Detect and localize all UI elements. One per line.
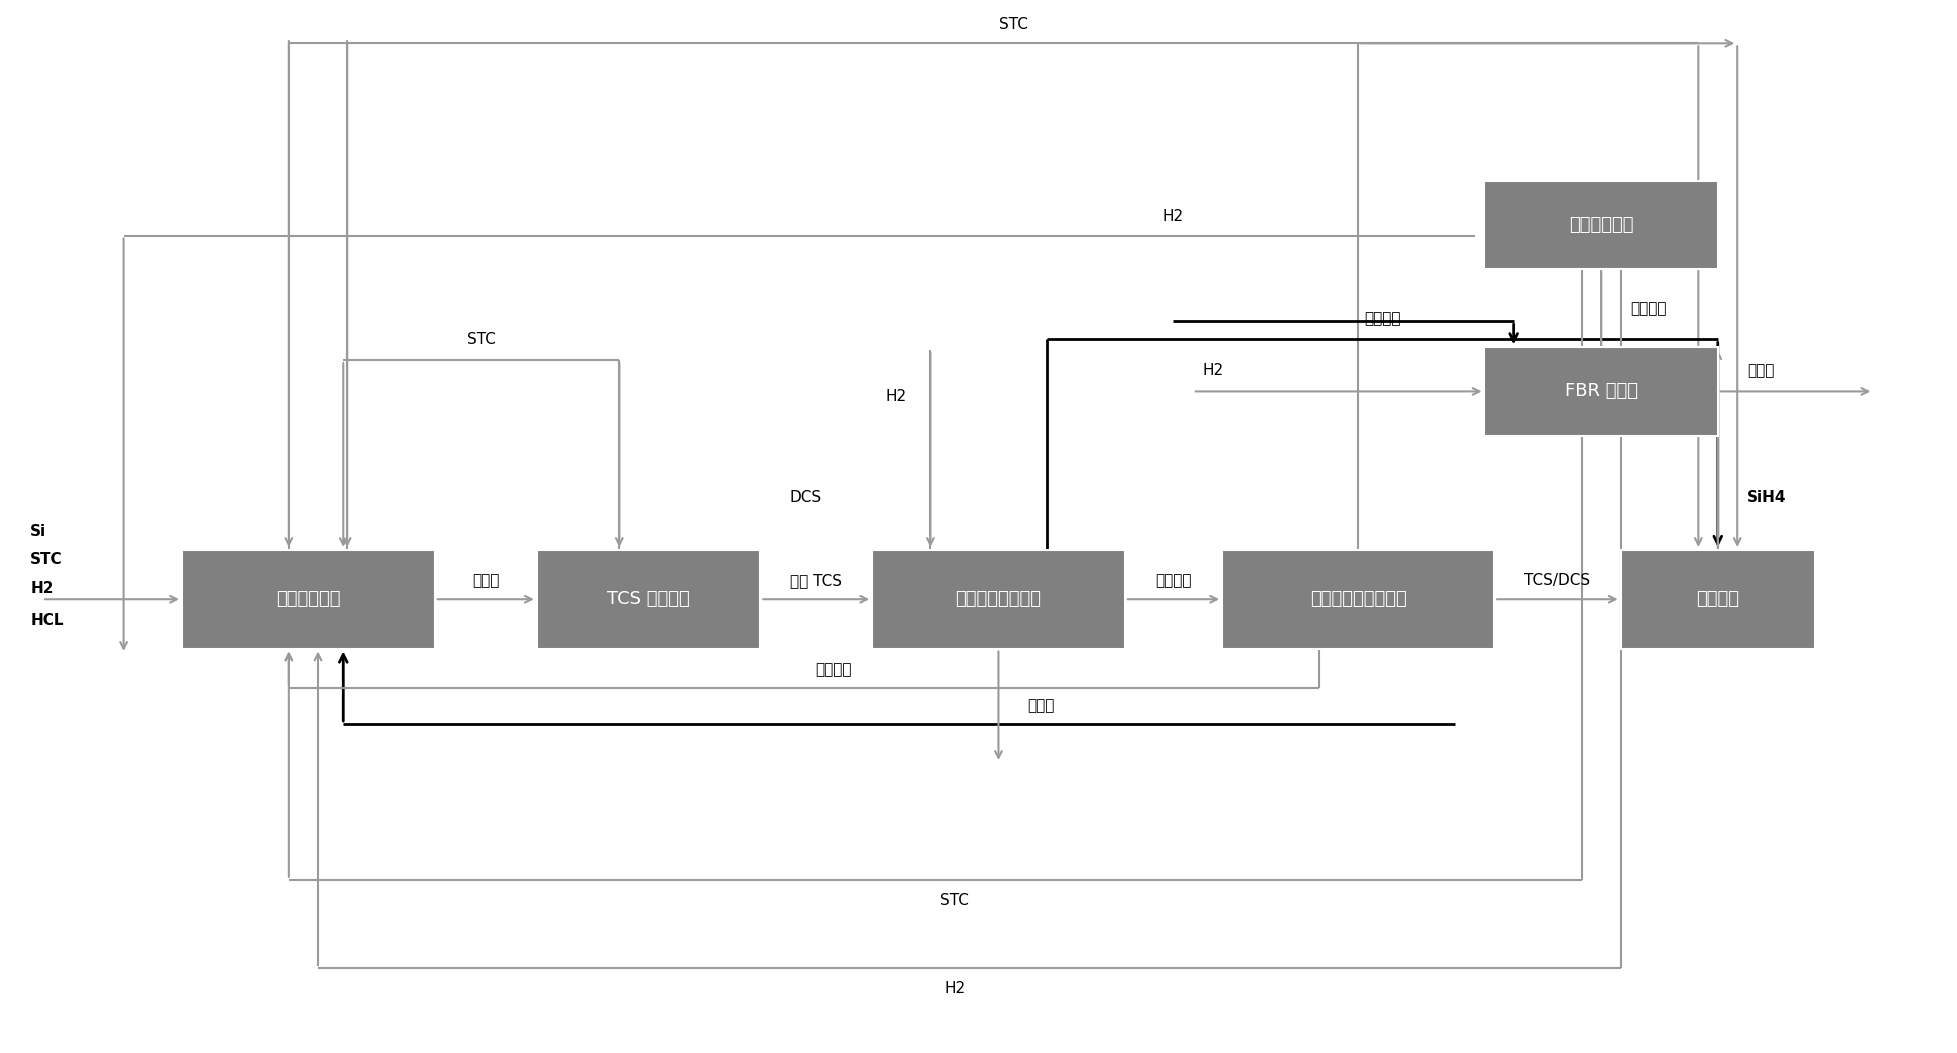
Text: SiH4: SiH4 [1746,491,1785,505]
Text: 歧化装置: 歧化装置 [1695,591,1738,609]
Text: H2: H2 [943,981,965,996]
FancyBboxPatch shape [1620,550,1814,649]
Text: FBR 反应器: FBR 反应器 [1564,382,1636,400]
Text: 颗粒硅: 颗粒硅 [1746,363,1773,378]
Text: STC: STC [998,17,1027,32]
FancyBboxPatch shape [536,550,759,649]
FancyBboxPatch shape [1221,550,1493,649]
Text: H2: H2 [1161,210,1182,224]
Text: STC: STC [466,332,495,346]
Text: STC: STC [29,552,63,568]
Text: 副产蒸汽: 副产蒸汽 [814,662,851,677]
Text: Si: Si [29,524,47,539]
Text: 氯硅烷: 氯硅烷 [472,573,499,588]
Text: 出口尾气: 出口尾气 [1630,301,1665,316]
Text: HCL: HCL [29,613,65,628]
Text: 棒状硅: 棒状硅 [1027,698,1055,713]
Text: DCS: DCS [789,491,822,505]
Text: H2: H2 [1202,363,1223,378]
Text: 高纯 TCS: 高纯 TCS [791,573,842,588]
Text: TCS/DCS: TCS/DCS [1525,573,1589,588]
Text: 氯氢化流化床: 氯氢化流化床 [276,591,341,609]
Text: 尾气回收和纯化装置: 尾气回收和纯化装置 [1309,591,1405,609]
FancyBboxPatch shape [1483,181,1716,270]
Text: 还原尾气: 还原尾气 [1155,573,1192,588]
FancyBboxPatch shape [182,550,434,649]
Text: 副产蒸汽: 副产蒸汽 [1364,312,1399,326]
Text: TCS 精制提纯: TCS 精制提纯 [607,591,689,609]
FancyBboxPatch shape [1483,347,1716,436]
Text: STC: STC [939,893,969,908]
Text: 气固分离装置: 气固分离装置 [1568,216,1632,234]
Text: H2: H2 [885,390,906,404]
Text: 改良西门子还原炉: 改良西门子还原炉 [955,591,1041,609]
FancyBboxPatch shape [871,550,1123,649]
Text: H2: H2 [29,581,53,596]
